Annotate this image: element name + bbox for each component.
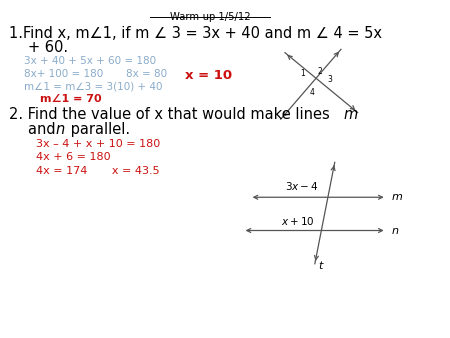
Text: n: n xyxy=(392,225,399,236)
Text: 2: 2 xyxy=(317,67,322,76)
Text: m∠1 = 70: m∠1 = 70 xyxy=(40,94,102,104)
Text: + 60.: + 60. xyxy=(28,40,68,55)
Text: 1: 1 xyxy=(301,69,305,78)
Text: 8x+ 100 = 180       8x = 80: 8x+ 100 = 180 8x = 80 xyxy=(23,69,166,79)
Text: 3: 3 xyxy=(327,75,332,84)
Text: 3x + 40 + 5x + 60 = 180: 3x + 40 + 5x + 60 = 180 xyxy=(23,56,156,66)
Text: m: m xyxy=(392,192,402,202)
Text: 3x – 4 + x + 10 = 180: 3x – 4 + x + 10 = 180 xyxy=(36,139,160,149)
Text: 4x = 174       x = 43.5: 4x = 174 x = 43.5 xyxy=(36,166,160,176)
Text: n: n xyxy=(56,122,65,137)
Text: m: m xyxy=(343,107,357,122)
Text: m∠1 = m∠3 = 3(10) + 40: m∠1 = m∠3 = 3(10) + 40 xyxy=(23,81,162,91)
Text: $3x-4$: $3x-4$ xyxy=(285,180,318,192)
Text: Warm-up 1/5/12: Warm-up 1/5/12 xyxy=(170,12,251,22)
Text: $x+10$: $x+10$ xyxy=(281,215,315,226)
Text: and: and xyxy=(28,122,60,137)
Text: 4: 4 xyxy=(310,88,315,97)
Text: t: t xyxy=(318,261,323,271)
Text: x = 10: x = 10 xyxy=(185,69,233,81)
Text: parallel.: parallel. xyxy=(66,122,130,137)
Text: 1.Find x, m∠1, if m ∠ 3 = 3x + 40 and m ∠ 4 = 5x: 1.Find x, m∠1, if m ∠ 3 = 3x + 40 and m … xyxy=(9,26,382,41)
Text: 2. Find the value of x that would make lines: 2. Find the value of x that would make l… xyxy=(9,107,334,122)
Text: 4x + 6 = 180: 4x + 6 = 180 xyxy=(36,152,111,162)
